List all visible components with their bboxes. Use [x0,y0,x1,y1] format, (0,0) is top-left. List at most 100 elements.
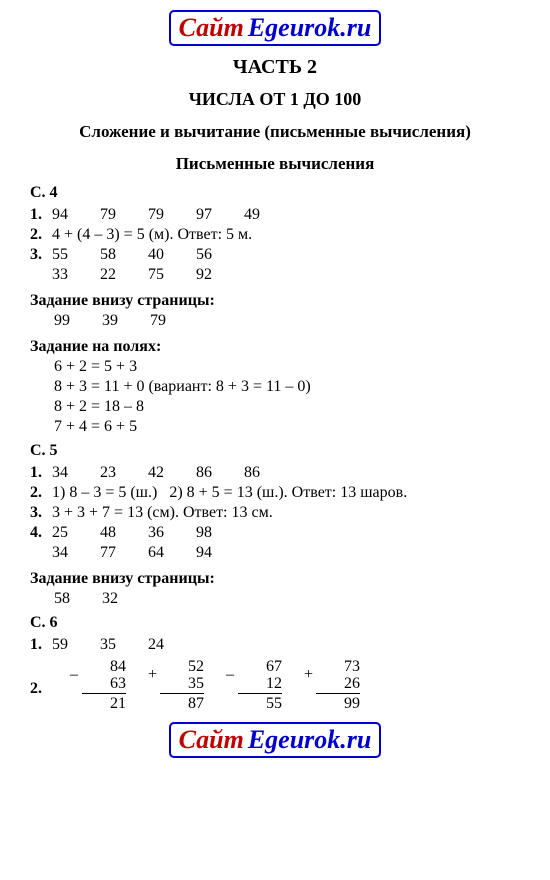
calc-sign: + [304,666,313,684]
p5-task3: 3.3 + 3 + 7 = 13 (см). Ответ: 13 см. [30,504,520,522]
page4-label: С. 4 [30,184,520,202]
p5-r1-v2: 42 [148,464,164,481]
p6-r1-v2: 24 [148,636,164,653]
p5-r1-v0: 34 [52,464,68,481]
p5-r4b-v1: 77 [100,544,116,561]
p4-margin-l1: 8 + 3 = 11 + 0 (вариант: 8 + 3 = 11 – 0) [30,378,520,396]
p4-btm-v1: 39 [102,312,118,329]
p4-margin-l0: 6 + 2 = 5 + 3 [30,358,520,376]
task-num: 4. [30,524,52,542]
calc-line [316,693,360,694]
p4-task3-row1: 3.55 58 40 56 [30,246,520,264]
calc-b: 63 [82,675,126,692]
banner-word-2: Egeurok.ru [248,725,372,754]
p4-btm-v0: 99 [54,312,70,329]
p4-r3a-v2: 40 [148,246,164,263]
calc-sign: + [148,666,157,684]
p4-r3b-v1: 22 [100,266,116,283]
p5-bottom-title: Задание внизу страницы: [30,570,520,588]
title-topic: Сложение и вычитание (письменные вычисле… [30,122,520,142]
banner-word-1: Сайт [179,13,244,42]
calc-b: 12 [238,675,282,692]
p5-r4a-v1: 48 [100,524,116,541]
p4-r3a-v3: 56 [196,246,212,263]
p6-r1-v0: 59 [52,636,68,653]
p4-r3b-v3: 92 [196,266,212,283]
p6-task2: 2. – 84 63 21 + 52 35 87 – 67 12 55 [30,656,520,712]
p5-r4a-v3: 98 [196,524,212,541]
calc-line [238,693,282,694]
p5-r4b-v3: 94 [196,544,212,561]
calc-sign: – [226,666,234,684]
task-num: 3. [30,504,52,522]
banner-word-2: Egeurok.ru [248,13,372,42]
p5-r4b-v2: 64 [148,544,164,561]
calc-a: 84 [82,658,126,675]
calc-a: 73 [316,658,360,675]
calc-res: 21 [82,695,126,712]
page5-label: С. 5 [30,442,520,460]
footer-banner: Сайт Egeurok.ru [169,722,382,758]
column-calc: – 84 63 21 [82,658,126,712]
p5-bottom-vals: 58 32 [30,590,520,608]
p4-bottom-title: Задание внизу страницы: [30,292,520,310]
title-subtopic: Письменные вычисления [30,154,520,174]
column-calc: – 67 12 55 [238,658,282,712]
p4-r1-v1: 79 [100,206,116,223]
calc-line [160,693,204,694]
calc-res: 55 [238,695,282,712]
p4-r1-v4: 49 [244,206,260,223]
p6-task1: 1.59 35 24 [30,636,520,654]
p5-r1-v4: 86 [244,464,260,481]
footer-banner-wrap: Сайт Egeurok.ru [30,720,520,766]
title-range: ЧИСЛА ОТ 1 ДО 100 [30,89,520,110]
p4-r1-v0: 94 [52,206,68,223]
p5-r4a-v0: 25 [52,524,68,541]
header-banner-wrap: Сайт Egeurok.ru [30,8,520,54]
column-calc: + 73 26 99 [316,658,360,712]
page6-label: С. 6 [30,614,520,632]
calc-b: 26 [316,675,360,692]
task-num: 1. [30,206,52,224]
p4-margin-l2: 8 + 2 = 18 – 8 [30,398,520,416]
calc-res: 87 [160,695,204,712]
task-num: 1. [30,636,52,654]
p4-r1-v3: 97 [196,206,212,223]
p4-task1: 1.94 79 79 97 49 [30,206,520,224]
calc-res: 99 [316,695,360,712]
banner-word-1: Сайт [179,725,244,754]
p4-bottom-vals: 99 39 79 [30,312,520,330]
p5-r2-text: 1) 8 – 3 = 5 (ш.) 2) 8 + 5 = 13 (ш.). От… [52,484,407,501]
task-num: 2. [30,226,52,244]
p4-r1-v2: 79 [148,206,164,223]
calc-line [82,693,126,694]
document-page: Сайт Egeurok.ru ЧАСТЬ 2 ЧИСЛА ОТ 1 ДО 10… [0,0,550,774]
p5-r1-v1: 23 [100,464,116,481]
title-part: ЧАСТЬ 2 [30,56,520,79]
column-calc-group: – 84 63 21 + 52 35 87 – 67 12 55 + [52,658,360,712]
task-num: 3. [30,246,52,264]
task-num: 2. [30,670,52,698]
p5-r3-text: 3 + 3 + 7 = 13 (см). Ответ: 13 см. [52,504,273,521]
p4-margin-l3: 7 + 4 = 6 + 5 [30,418,520,436]
calc-b: 35 [160,675,204,692]
p5-task1: 1.34 23 42 86 86 [30,464,520,482]
p4-r3b-v0: 33 [52,266,68,283]
calc-a: 52 [160,658,204,675]
p5-task2: 2.1) 8 – 3 = 5 (ш.) 2) 8 + 5 = 13 (ш.). … [30,484,520,502]
header-banner: Сайт Egeurok.ru [169,10,382,46]
p5-btm-v0: 58 [54,590,70,607]
p5-task4-row1: 4.25 48 36 98 [30,524,520,542]
p4-btm-v2: 79 [150,312,166,329]
p4-task3-row2: 33 22 75 92 [30,266,520,284]
p4-r3a-v1: 58 [100,246,116,263]
calc-a: 67 [238,658,282,675]
p5-btm-v1: 32 [102,590,118,607]
p5-r4b-v0: 34 [52,544,68,561]
p5-task4-row2: 34 77 64 94 [30,544,520,562]
task-num: 2. [30,484,52,502]
p4-r2-text: 4 + (4 – 3) = 5 (м). Ответ: 5 м. [52,226,252,243]
column-calc: + 52 35 87 [160,658,204,712]
task-num: 1. [30,464,52,482]
p4-r3b-v2: 75 [148,266,164,283]
